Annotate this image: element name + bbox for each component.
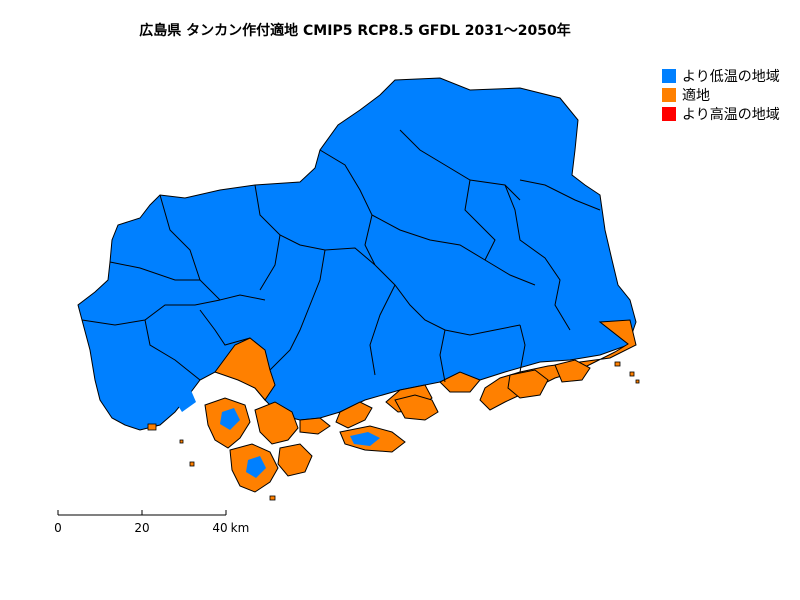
scale-tick-40: 40 xyxy=(212,521,228,535)
island-cold-patch-1 xyxy=(220,408,240,430)
legend-label-hot: より高温の地域 xyxy=(682,106,780,123)
scale-unit: km xyxy=(230,521,250,535)
islets xyxy=(147,361,640,501)
map-legend: より低温の地域 適地 より高温の地域 xyxy=(662,66,780,123)
suitable-coast-west xyxy=(214,337,276,401)
map-title: 広島県 タンカン作付適地 CMIP5 RCP8.5 GFDL 2031～2050… xyxy=(139,23,571,39)
legend-swatch-cold xyxy=(662,68,676,83)
island-4 xyxy=(277,443,313,477)
legend-swatch-hot xyxy=(662,106,676,121)
legend-swatch-suitable xyxy=(662,87,676,102)
municipal-boundaries xyxy=(81,129,601,383)
legend-label-suitable: 適地 xyxy=(682,87,710,104)
island-cold-patch-3 xyxy=(350,432,380,446)
island-7 xyxy=(507,369,549,399)
island-8 xyxy=(554,359,591,383)
legend-item-hot: より高温の地域 xyxy=(662,104,780,123)
scale-tick-20: 20 xyxy=(134,521,150,535)
legend-item-suitable: 適地 xyxy=(662,85,780,104)
island-3 xyxy=(254,401,299,445)
legend-label-cold: より低温の地域 xyxy=(682,68,780,85)
scale-tick-0: 0 xyxy=(54,521,62,535)
island-6 xyxy=(394,394,439,421)
island-cold-patch-2 xyxy=(246,456,266,478)
island-cold-patch-4 xyxy=(172,388,196,412)
legend-item-cold: より低温の地域 xyxy=(662,66,780,85)
